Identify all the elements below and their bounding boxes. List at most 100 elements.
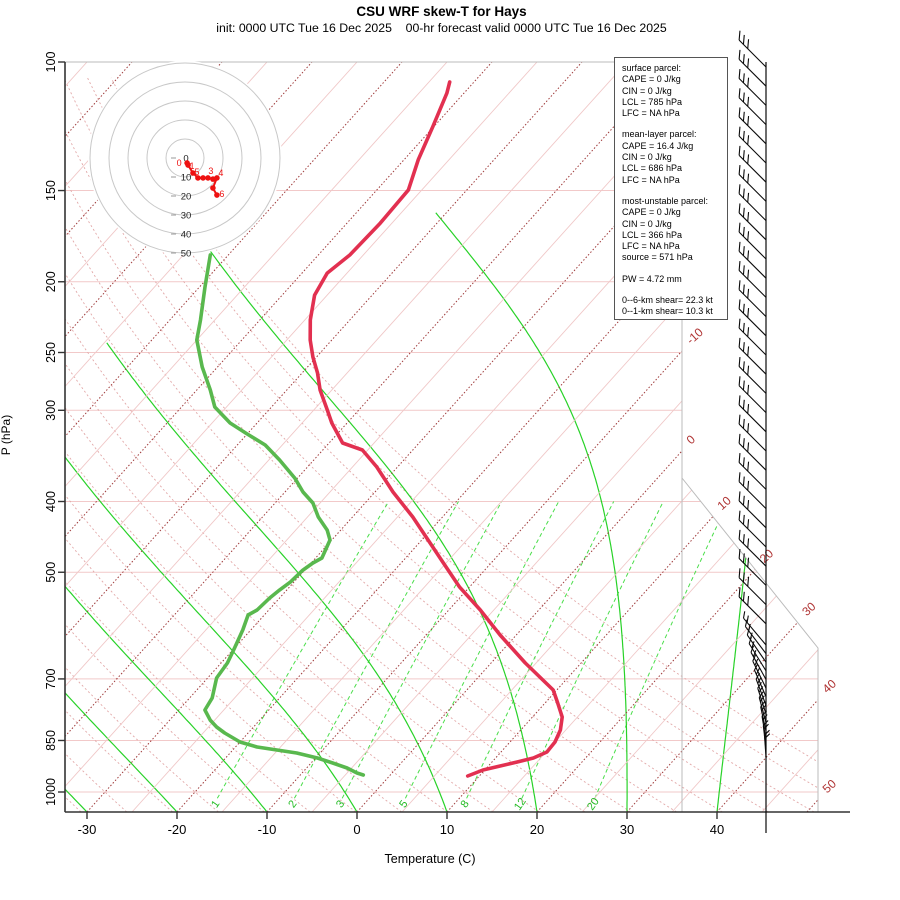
wind-barb-tick [742, 361, 745, 371]
wind-barb-tick [747, 39, 750, 49]
infobox-line: CAPE = 0 J/kg [622, 74, 681, 85]
hodograph-ring-label: 20 [181, 192, 192, 203]
hodograph-ring-label: 30 [181, 211, 192, 222]
wind-barb [738, 212, 767, 241]
pressure-tick-label: 150 [44, 180, 58, 201]
wind-barb-tick [742, 169, 745, 179]
wind-barb [738, 174, 767, 202]
wind-barb-tick [738, 241, 741, 252]
wind-barb [763, 735, 767, 758]
hodograph-height-label: 6 [219, 189, 224, 199]
extension-boundary [681, 477, 819, 812]
page-title: CSU WRF skew-T for Hays [356, 4, 527, 19]
isotherm [581, 62, 818, 812]
infobox-line: 0--1-km shear= 10.3 kt [622, 306, 713, 317]
hodograph-height-label: 0 [177, 158, 182, 168]
wind-barb-tick [750, 645, 755, 653]
wind-barb [738, 404, 767, 433]
dry-adiabat [65, 77, 586, 812]
infobox-line: LFC = NA hPa [622, 241, 680, 252]
isotherm-label: 40 [820, 676, 840, 696]
hodograph-ring [146, 119, 224, 197]
wind-barb-tick [738, 510, 741, 521]
isotherm [626, 62, 818, 812]
wind-barb [738, 346, 767, 375]
wind-barb [738, 577, 767, 605]
dewpoint-curve [195, 253, 366, 777]
infobox-line: LCL = 366 hPa [622, 229, 682, 240]
hodograph-trace-point [214, 192, 220, 198]
wind-barb-tick [738, 337, 741, 348]
isotherm [761, 62, 818, 812]
wind-barb-tick [738, 184, 741, 194]
wind-barb-tick [738, 49, 741, 60]
wind-barb-tick [747, 173, 750, 184]
wind-barb-tick [758, 686, 764, 693]
hodograph-ring-label: 0 [183, 154, 188, 165]
hodograph-trace-point [190, 170, 196, 176]
wind-barb-tick [742, 438, 745, 448]
infobox-spacer [622, 119, 727, 129]
plot-background [65, 62, 900, 812]
wind-barb-tick [761, 710, 767, 717]
wind-barb-tick [742, 111, 745, 122]
mixing-ratio-line [466, 501, 615, 799]
infobox-section-header: mean-layer parcel: [622, 129, 697, 140]
wind-barb-tick [738, 280, 741, 290]
wind-barb-tick [747, 269, 750, 280]
mixing-ratio-line [293, 501, 459, 799]
hodograph-trace-point [200, 175, 206, 181]
wind-barb-tick [747, 538, 750, 548]
wind-barb-tick [755, 667, 760, 675]
wind-barb-tick [747, 461, 750, 472]
infobox-line: CIN = 0 J/kg [622, 152, 672, 163]
temperature-tick-label: 10 [440, 822, 454, 837]
wind-barb-tick [746, 615, 749, 623]
dry-adiabat [65, 77, 815, 812]
hodograph-height-label: 4 [218, 168, 223, 178]
mixing-ratio-label: 2 [286, 798, 299, 810]
pressure-axis-label: P (hPa) [0, 414, 13, 456]
wind-barb-tick [759, 695, 765, 702]
isotherm [536, 62, 818, 812]
wind-barb-tick [738, 165, 741, 175]
moist-adiabat [65, 532, 178, 812]
mixing-ratio-line [216, 501, 390, 799]
hodograph-trace-point [210, 185, 216, 191]
infobox-section-header: most-unstable parcel: [622, 195, 709, 206]
mixing-ratio-label: 8 [459, 798, 472, 810]
wind-barb-tick [747, 212, 750, 222]
wind-barb-tick [738, 529, 741, 540]
wind-barb-tick [738, 357, 741, 367]
wind-barb-tick [747, 231, 750, 241]
pressure-tick-label: 500 [44, 562, 58, 583]
hodograph-ring [127, 100, 243, 216]
wind-barb [738, 97, 767, 125]
wind-barb [738, 538, 767, 567]
wind-barb [752, 660, 767, 689]
temperature-tick-label: 20 [530, 822, 544, 837]
wind-barb-tick [738, 318, 741, 329]
hodograph-trace-point [205, 175, 211, 181]
wind-barb-tick [742, 188, 745, 199]
wind-barb [738, 442, 767, 471]
infobox-line: LCL = 686 hPa [622, 163, 682, 174]
isotherm [852, 62, 900, 812]
hodograph-ring-label: 10 [181, 173, 192, 184]
isotherm [716, 62, 818, 812]
infobox-spacer [622, 186, 727, 196]
hodograph-ring [89, 62, 281, 254]
hodograph-background [88, 61, 282, 255]
moist-adiabat [65, 418, 358, 812]
mixing-ratio-line [521, 501, 664, 799]
infobox-line: source = 571 hPa [622, 252, 693, 263]
mixing-ratio-line [404, 501, 560, 799]
dry-adiabat [65, 77, 173, 812]
wind-barb-tick [747, 442, 750, 452]
wind-barb-tick [738, 395, 741, 405]
hodograph-ring [108, 81, 262, 235]
wind-barb [738, 58, 767, 87]
wind-barb-tick [744, 619, 748, 627]
wind-barb-tick [738, 107, 741, 117]
wind-barb-tick [747, 96, 750, 107]
